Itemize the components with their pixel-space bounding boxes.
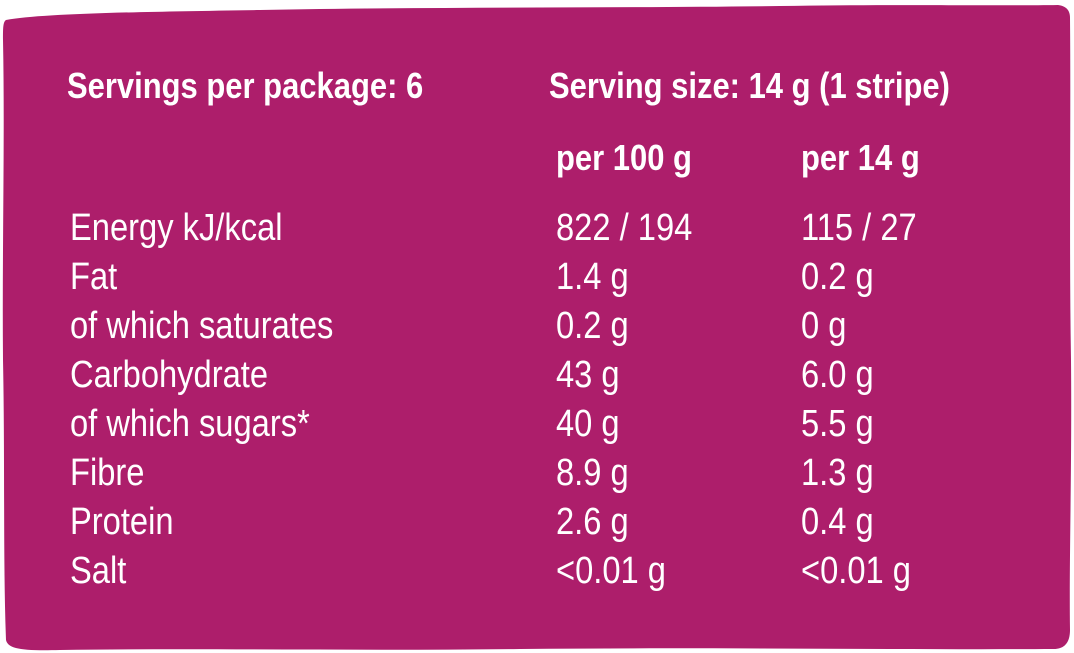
value-per-serving: 0.4 g — [801, 501, 874, 543]
nutrient-label: Carbohydrate — [70, 354, 269, 396]
nutrient-label: Salt — [70, 550, 127, 592]
value-per-serving: 5.5 g — [801, 403, 874, 445]
value-per-100g: 822 / 194 — [556, 207, 693, 249]
value-per-100g: 43 g — [556, 354, 620, 396]
nutrient-label: Fibre — [70, 452, 145, 494]
column-header-per-serving: per 14 g — [801, 137, 920, 178]
value-per-serving: <0.01 g — [801, 550, 911, 592]
nutrient-label: Protein — [70, 501, 174, 543]
value-per-100g: 8.9 g — [556, 452, 629, 494]
value-per-100g: <0.01 g — [556, 550, 666, 592]
value-per-100g: 1.4 g — [556, 256, 629, 298]
value-per-serving: 0 g — [801, 305, 847, 347]
value-per-100g: 0.2 g — [556, 305, 629, 347]
nutrient-label: Energy kJ/kcal — [70, 207, 283, 249]
servings-per-package: Servings per package: 6 — [67, 65, 424, 106]
panel-shape — [2, 5, 1072, 651]
nutrient-label: Fat — [70, 256, 118, 298]
column-header-per-100g: per 100 g — [556, 137, 692, 178]
value-per-serving: 1.3 g — [801, 452, 874, 494]
nutrient-label: of which sugars* — [70, 403, 310, 445]
value-per-serving: 6.0 g — [801, 354, 874, 396]
nutrient-label: of which saturates — [70, 305, 334, 347]
value-per-100g: 2.6 g — [556, 501, 629, 543]
value-per-100g: 40 g — [556, 403, 620, 445]
value-per-serving: 0.2 g — [801, 256, 874, 298]
serving-size: Serving size: 14 g (1 stripe) — [549, 65, 950, 106]
value-per-serving: 115 / 27 — [801, 207, 917, 249]
